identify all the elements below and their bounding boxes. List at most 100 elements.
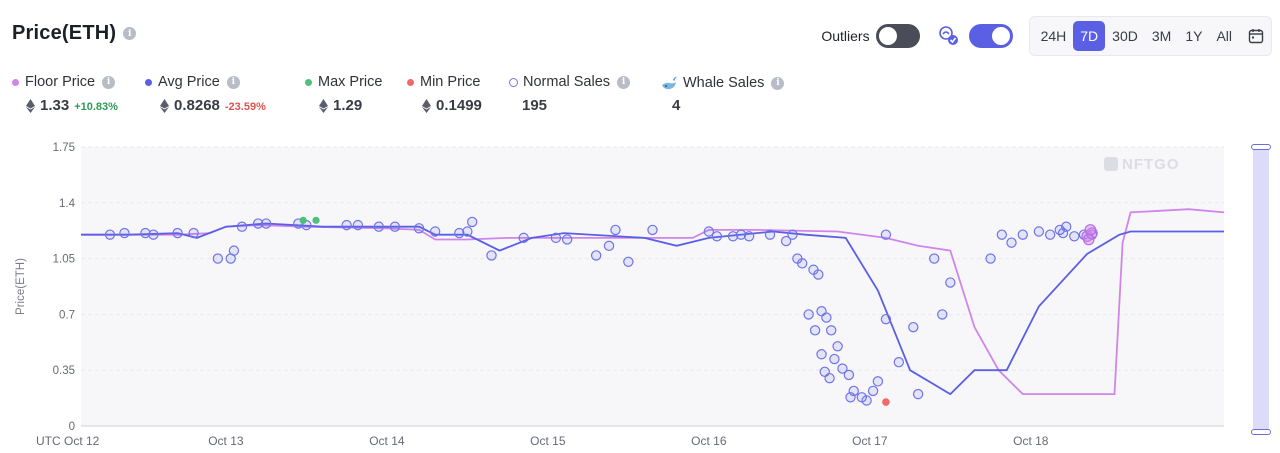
range-24h-button[interactable]: 24H xyxy=(1040,28,1067,44)
normal-sale-point xyxy=(260,218,272,229)
eth-icon xyxy=(319,98,328,113)
normal-sale-point xyxy=(803,309,814,320)
watermark: NFTGO xyxy=(1122,156,1180,173)
legend-min-price[interactable]: Min Price xyxy=(407,74,480,90)
zoom-handle-top[interactable] xyxy=(1251,144,1271,150)
normal-sale-point xyxy=(561,234,573,245)
x-tick-label: Oct 18 xyxy=(1013,434,1049,448)
chart-header: Price(ETH) i xyxy=(12,22,137,45)
whale-sale-point xyxy=(1082,233,1095,246)
normal-sale-point xyxy=(824,372,835,384)
avg-change: -23.59% xyxy=(224,101,266,113)
chart-legend: Floor Price i 1.33 +10.83% Avg Price i 0.8… xyxy=(0,74,800,118)
price-chart[interactable]: 0 0.35 0.7 1.05 1.4 1.75 UTC Oct 12 Oct 13 Oct 1… xyxy=(0,130,1245,453)
normal-sale-point xyxy=(462,226,473,237)
range-all-button[interactable]: All xyxy=(1216,28,1232,44)
normal-sale-point xyxy=(148,229,159,240)
normal-sale-point xyxy=(787,229,798,240)
normal-sale-point xyxy=(829,353,840,365)
whale-sales-toggle[interactable] xyxy=(968,24,1013,48)
legend-whale-sales[interactable]: Whale Sales i xyxy=(660,74,785,92)
max-price-point xyxy=(299,216,307,224)
legend-label: Whale Sales xyxy=(683,75,765,91)
eth-icon xyxy=(160,98,169,113)
y-tick-label: 0.7 xyxy=(59,309,75,321)
range-30d-button[interactable]: 30D xyxy=(1112,28,1138,44)
whale-icon xyxy=(660,74,678,92)
normal-sale-point xyxy=(837,363,848,374)
floor-change: +10.83% xyxy=(74,101,118,113)
info-icon[interactable]: i xyxy=(771,76,785,90)
legend-avg-price[interactable]: Avg Price i xyxy=(145,74,240,90)
legend-value: 195 xyxy=(522,97,548,114)
outliers-label: Outliers xyxy=(821,28,870,44)
y-tick-label: 0 xyxy=(69,421,75,433)
normal-sale-point xyxy=(797,258,808,269)
normal-sale-point xyxy=(893,357,905,368)
chart-controls: Outliers 24H 7D 30D 3M 1Y All xyxy=(821,16,1272,56)
outliers-toggle[interactable] xyxy=(875,24,920,48)
min-price-point xyxy=(882,398,890,406)
whale-filter-icon xyxy=(938,25,960,47)
normal-sales-value: 195 xyxy=(522,97,547,114)
toggle-knob xyxy=(878,27,897,45)
normal-sale-point xyxy=(212,253,224,264)
range-7d-button[interactable]: 7D xyxy=(1073,21,1106,51)
avg-price-line xyxy=(81,222,1224,396)
normal-sale-point xyxy=(429,226,441,237)
info-icon[interactable]: i xyxy=(617,75,631,89)
normal-sale-point xyxy=(908,321,919,333)
normal-sale-point xyxy=(821,312,832,323)
normal-sale-point xyxy=(603,240,615,252)
info-icon[interactable]: i xyxy=(102,75,116,89)
x-tick-label: Oct 17 xyxy=(852,434,888,448)
normal-sale-point xyxy=(880,229,892,240)
avg-price-value: 0.8268 -23.59% xyxy=(160,97,266,114)
max-price-value: 1.29 xyxy=(319,97,362,114)
normal-sale-point xyxy=(843,369,855,381)
floor-price-line xyxy=(81,208,1225,395)
range-1y-button[interactable]: 1Y xyxy=(1185,28,1203,44)
normal-sale-point xyxy=(996,229,1008,240)
normal-sale-point xyxy=(454,227,465,239)
normal-sale-point xyxy=(1006,237,1017,248)
normal-sale-point xyxy=(172,227,183,239)
legend-value: 0.1499 xyxy=(436,97,482,114)
normal-sale-point xyxy=(352,219,364,231)
floor-price-dot xyxy=(12,78,19,86)
legend-max-price[interactable]: Max Price xyxy=(305,74,382,90)
legend-value: 1.29 xyxy=(333,97,363,114)
normal-sale-point xyxy=(341,219,352,231)
range-3m-button[interactable]: 3M xyxy=(1151,28,1172,44)
normal-sale-point xyxy=(845,392,856,403)
watermark-logo xyxy=(1104,157,1118,171)
normal-sale-point xyxy=(373,221,385,232)
y-tick-label: 1.4 xyxy=(59,198,76,210)
normal-sale-point xyxy=(872,376,884,387)
normal-sale-point xyxy=(945,277,956,288)
normal-sale-point xyxy=(140,227,151,239)
min-price-value: 0.1499 xyxy=(422,97,482,114)
zoom-handle-bottom[interactable] xyxy=(1251,429,1271,435)
x-tick-label: Oct 14 xyxy=(369,434,405,448)
legend-value: 1.33 xyxy=(40,97,70,114)
normal-sale-point xyxy=(119,227,130,239)
info-icon[interactable]: i xyxy=(226,75,240,89)
normal-sale-point xyxy=(550,232,562,244)
normal-sale-point xyxy=(188,227,199,239)
normal-sale-point xyxy=(832,341,843,352)
normal-sale-point xyxy=(743,231,755,242)
normal-sale-point xyxy=(780,235,792,247)
plot-area xyxy=(81,147,1224,426)
legend-normal-sales[interactable]: Normal Sales i xyxy=(509,74,631,90)
zoom-scrollbar[interactable] xyxy=(1253,147,1269,433)
normal-sale-point xyxy=(813,269,824,280)
info-icon[interactable]: i xyxy=(123,27,137,40)
min-price-dot xyxy=(407,78,414,86)
legend-label: Max Price xyxy=(318,74,383,90)
calendar-icon[interactable] xyxy=(1245,28,1267,44)
x-tick-label: UTC Oct 12 xyxy=(36,434,100,448)
legend-floor-price[interactable]: Floor Price i xyxy=(12,74,116,90)
normal-sale-point xyxy=(486,250,497,261)
normal-sale-point xyxy=(623,256,634,267)
